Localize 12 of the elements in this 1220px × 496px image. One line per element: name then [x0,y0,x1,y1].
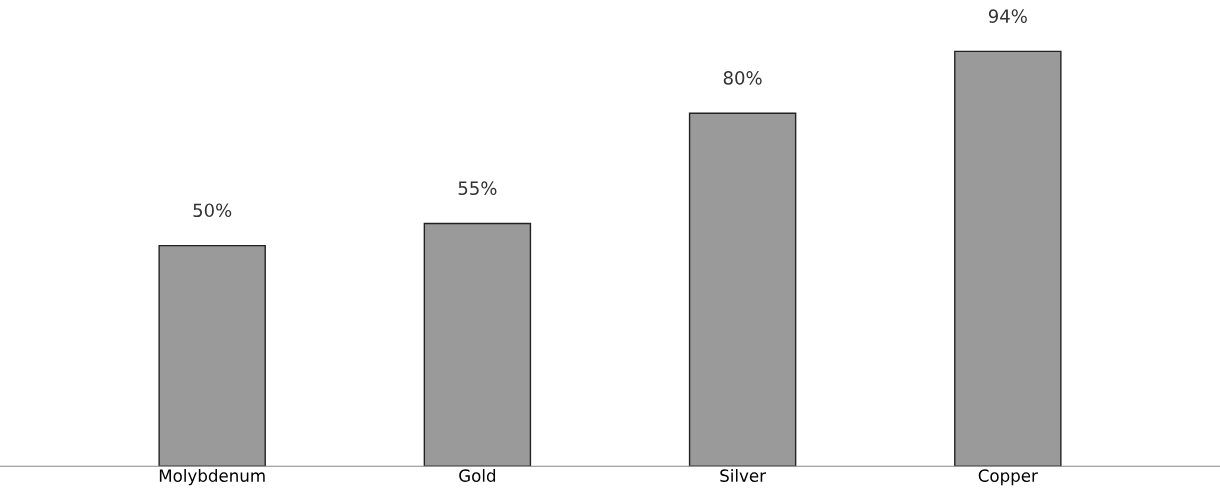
bar [158,244,266,467]
x-tick-label: Gold [459,469,496,482]
x-tick-label: Molybdenum [159,469,265,486]
bar [954,50,1062,467]
x-tick-label: Copper [978,469,1038,486]
data-label: 94% [988,9,1027,23]
data-label: 55% [458,181,497,196]
bar [688,112,797,467]
bar [423,222,532,467]
data-label: 50% [193,203,232,218]
x-tick-label: Silver [720,469,767,482]
data-label: 80% [723,71,762,85]
